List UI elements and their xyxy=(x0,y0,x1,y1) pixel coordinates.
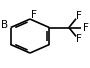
Text: F: F xyxy=(31,10,36,20)
Text: F: F xyxy=(76,11,82,21)
Text: F: F xyxy=(83,23,89,33)
Text: B: B xyxy=(1,20,8,30)
Text: F: F xyxy=(76,34,82,44)
